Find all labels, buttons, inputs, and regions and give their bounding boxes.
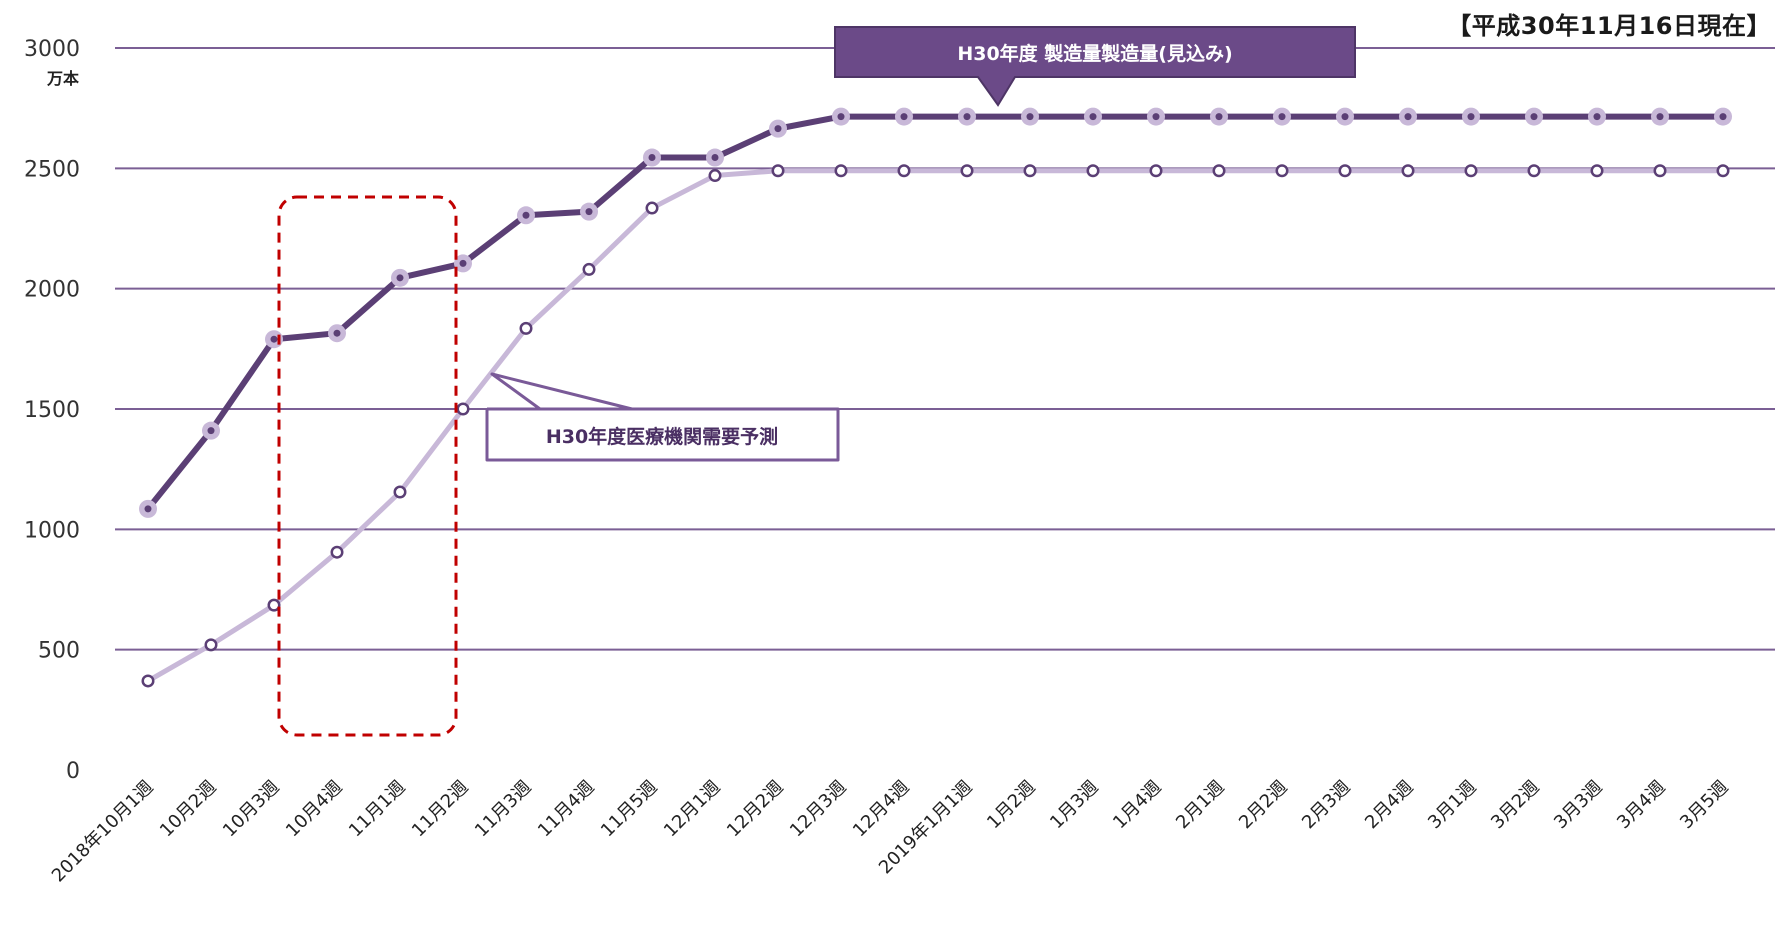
production-point xyxy=(643,148,661,167)
demand-point xyxy=(456,402,470,416)
x-tick-label: 12月2週 xyxy=(723,777,788,842)
production-point xyxy=(580,202,598,221)
y-tick-label: 3000 xyxy=(24,37,80,62)
x-tick-label: 2月3週 xyxy=(1298,777,1355,834)
production-point xyxy=(1021,107,1039,126)
x-tick-label: 10月4週 xyxy=(282,777,347,842)
production-point xyxy=(454,254,472,273)
x-tick-label: 11月5週 xyxy=(597,777,662,842)
y-axis-labels: 0 500 1000 1500 2000 2500 3000 xyxy=(24,37,80,784)
demand-point xyxy=(141,674,155,688)
demand-point xyxy=(582,262,596,276)
x-axis-labels: 2018年10月1週10月2週10月3週10月4週11月1週11月2週11月3週… xyxy=(48,777,1733,887)
y-tick-label: 1500 xyxy=(24,398,80,423)
x-tick-label: 3月3週 xyxy=(1550,777,1607,834)
production-point xyxy=(1147,107,1165,126)
x-tick-label: 12月3週 xyxy=(786,777,851,842)
demand-series-label: H30年度医療機関需要予測 xyxy=(546,425,778,448)
demand-point xyxy=(1590,164,1604,178)
series-lines xyxy=(145,113,1726,684)
x-tick-label: 10月2週 xyxy=(156,777,221,842)
y-tick-label: 1000 xyxy=(24,518,80,543)
production-point xyxy=(202,421,220,440)
demand-point xyxy=(393,485,407,499)
highlight-box xyxy=(277,195,458,737)
demand-line xyxy=(145,168,1726,684)
demand-point xyxy=(1023,164,1037,178)
x-tick-label: 2月4週 xyxy=(1361,777,1418,834)
production-line xyxy=(145,113,1726,512)
x-tick-label: 12月1週 xyxy=(660,777,725,842)
production-point xyxy=(832,107,850,126)
x-tick-label: 11月1週 xyxy=(345,777,410,842)
production-point xyxy=(328,324,346,343)
production-point xyxy=(895,107,913,126)
production-point xyxy=(1210,107,1228,126)
y-unit-label: 万本 xyxy=(46,69,79,88)
production-point xyxy=(139,499,157,518)
x-tick-label: 11月2週 xyxy=(408,777,473,842)
x-tick-label: 2018年10月1週 xyxy=(48,777,158,887)
demand-point xyxy=(1464,164,1478,178)
x-tick-label: 2月1週 xyxy=(1172,777,1229,834)
production-series-label: H30年度 製造量製造量(見込み) xyxy=(957,42,1232,65)
demand-point xyxy=(519,321,533,335)
demand-point xyxy=(1653,164,1667,178)
production-point xyxy=(391,268,409,287)
x-tick-label: 1月4週 xyxy=(1109,777,1166,834)
production-point xyxy=(769,119,787,138)
x-tick-label: 1月3週 xyxy=(1046,777,1103,834)
y-tick-label: 2000 xyxy=(24,278,80,303)
x-tick-label: 2月2週 xyxy=(1235,777,1292,834)
production-point xyxy=(1462,107,1480,126)
demand-callout: H30年度医療機関需要予測 xyxy=(485,372,840,462)
production-point xyxy=(517,206,535,225)
production-point xyxy=(1399,107,1417,126)
production-point xyxy=(1525,107,1543,126)
grid-lines xyxy=(115,47,1775,651)
demand-point xyxy=(1338,164,1352,178)
demand-point xyxy=(960,164,974,178)
demand-point xyxy=(708,169,722,183)
production-point xyxy=(1273,107,1291,126)
x-tick-label: 3月4週 xyxy=(1613,777,1670,834)
demand-point xyxy=(1527,164,1541,178)
production-point xyxy=(1714,107,1732,126)
x-tick-label: 11月3週 xyxy=(471,777,536,842)
date-note: 【平成30年11月16日現在】 xyxy=(1447,12,1771,40)
x-tick-label: 12月4週 xyxy=(849,777,914,842)
production-point xyxy=(958,107,976,126)
y-tick-label: 500 xyxy=(38,639,80,664)
x-tick-label: 3月2週 xyxy=(1487,777,1544,834)
production-point xyxy=(1651,107,1669,126)
production-point xyxy=(1084,107,1102,126)
x-tick-label: 10月3週 xyxy=(219,777,284,842)
demand-point xyxy=(1275,164,1289,178)
demand-point xyxy=(1716,164,1730,178)
y-tick-label: 2500 xyxy=(24,157,80,182)
x-tick-label: 3月5週 xyxy=(1676,777,1733,834)
demand-point xyxy=(1149,164,1163,178)
demand-point xyxy=(204,638,218,652)
series-points xyxy=(139,107,1732,688)
demand-point xyxy=(645,201,659,215)
production-point xyxy=(1336,107,1354,126)
x-tick-label: 1月2週 xyxy=(983,777,1040,834)
y-tick-label: 0 xyxy=(66,759,80,784)
demand-point xyxy=(1086,164,1100,178)
x-tick-label: 3月1週 xyxy=(1424,777,1481,834)
demand-point xyxy=(1401,164,1415,178)
production-point xyxy=(706,148,724,167)
production-callout: H30年度 製造量製造量(見込み) xyxy=(834,26,1356,107)
demand-point xyxy=(771,164,785,178)
x-tick-label: 11月4週 xyxy=(534,777,599,842)
demand-point xyxy=(330,545,344,559)
demand-point xyxy=(834,164,848,178)
demand-point xyxy=(267,598,281,612)
demand-point xyxy=(1212,164,1226,178)
production-point xyxy=(1588,107,1606,126)
demand-point xyxy=(897,164,911,178)
